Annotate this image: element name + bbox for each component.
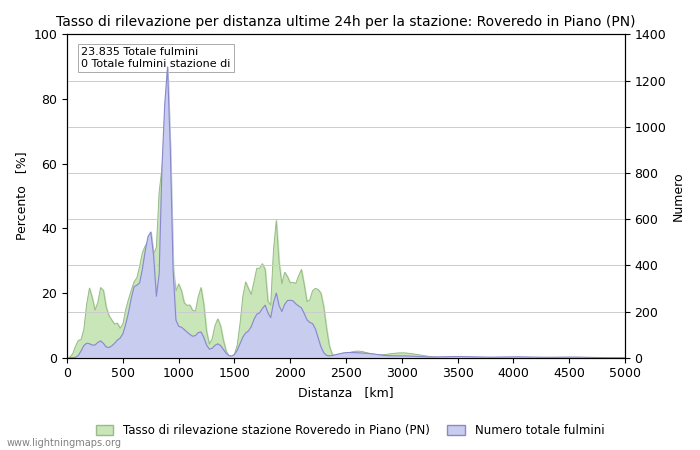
- Y-axis label: Percento   [%]: Percento [%]: [15, 152, 28, 240]
- Text: www.lightningmaps.org: www.lightningmaps.org: [7, 438, 122, 448]
- Y-axis label: Numero: Numero: [672, 171, 685, 221]
- Title: Tasso di rilevazione per distanza ultime 24h per la stazione: Roveredo in Piano : Tasso di rilevazione per distanza ultime…: [56, 15, 636, 29]
- Text: 23.835 Totale fulmini
0 Totale fulmini stazione di: 23.835 Totale fulmini 0 Totale fulmini s…: [81, 47, 230, 69]
- X-axis label: Distanza   [km]: Distanza [km]: [298, 386, 394, 399]
- Legend: Tasso di rilevazione stazione Roveredo in Piano (PN), Numero totale fulmini: Tasso di rilevazione stazione Roveredo i…: [91, 419, 609, 442]
